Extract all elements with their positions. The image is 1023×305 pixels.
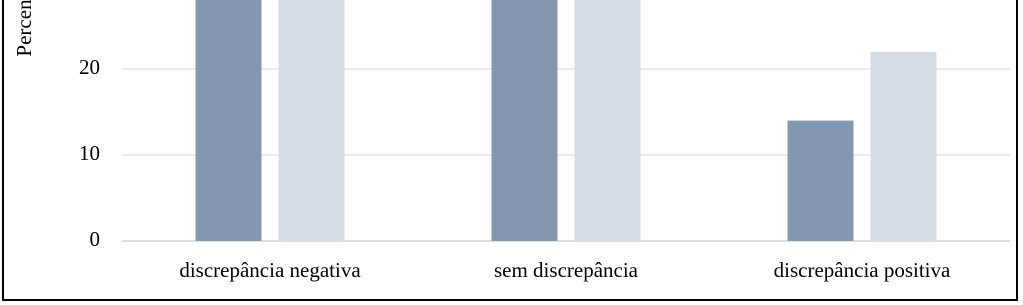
bar xyxy=(574,0,641,241)
y-axis-label: Percen xyxy=(12,0,36,57)
y-tick-label: 10 xyxy=(79,141,100,165)
y-tick-label: 0 xyxy=(90,227,101,251)
bar xyxy=(787,120,854,241)
bar xyxy=(491,0,558,241)
bar xyxy=(195,0,262,241)
bar xyxy=(870,51,937,241)
x-tick-label: discrepância positiva xyxy=(774,258,951,282)
x-tick-label: discrepância negativa xyxy=(179,258,361,282)
x-tick-label: sem discrepância xyxy=(494,258,639,282)
y-tick-label: 20 xyxy=(79,55,100,79)
bar xyxy=(278,0,345,241)
